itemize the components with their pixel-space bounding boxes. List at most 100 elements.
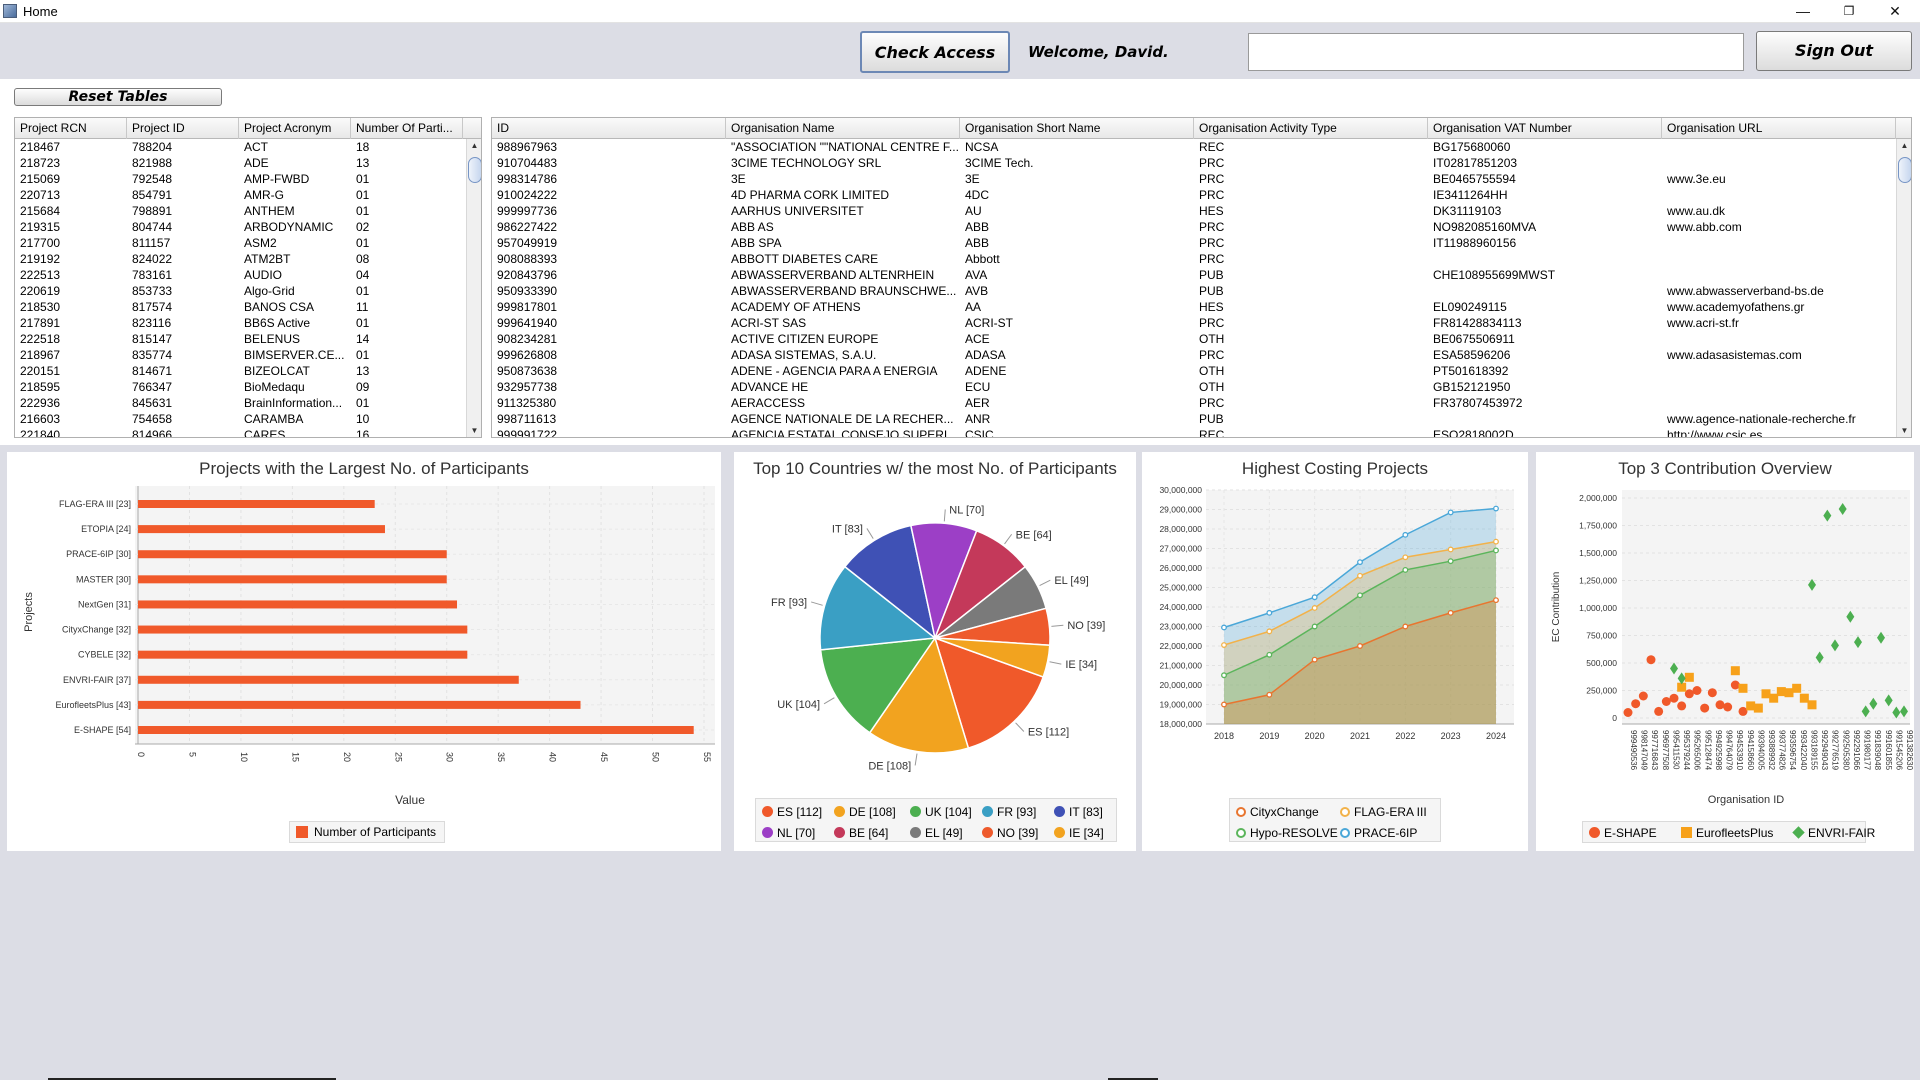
data-point <box>1854 636 1862 649</box>
close-button[interactable]: ✕ <box>1889 3 1901 19</box>
column-header[interactable]: Project ID <box>127 118 239 139</box>
table-cell: ACTIVE CITIZEN EUROPE <box>731 332 879 346</box>
scroll-up-icon[interactable]: ▲ <box>1900 141 1909 150</box>
table-cell: DK31119103 <box>1433 204 1502 218</box>
legend-item: PRACE-6IP <box>1340 826 1417 840</box>
column-header[interactable]: Organisation URL <box>1662 118 1896 139</box>
table-row[interactable]: 217891 823116 BB6S Active 01 <box>15 315 465 331</box>
legend-label: NO [39] <box>997 826 1039 840</box>
data-point <box>1311 594 1318 601</box>
table-row[interactable]: 998314786 3E 3E PRC BE0465755594 www.3e.eu <box>492 171 1895 187</box>
legend-dot-icon <box>910 827 921 838</box>
column-header[interactable]: Project RCN <box>15 118 127 139</box>
scroll-up-icon[interactable]: ▲ <box>470 141 479 150</box>
pie-slice <box>934 637 1051 678</box>
table-cell: 804744 <box>132 220 173 234</box>
table-cell: PRC <box>1199 156 1225 170</box>
table-row[interactable]: 222518 815147 BELENUS 14 <box>15 331 465 347</box>
table-row[interactable]: 988967963 "ASSOCIATION ""NATIONAL CENTRE … <box>492 139 1895 155</box>
table-row[interactable]: 217700 811157 ASM2 01 <box>15 235 465 251</box>
sign-out-button[interactable]: Sign Out <box>1756 31 1912 71</box>
table-row[interactable]: 999641940 ACRI-ST SAS ACRI-ST PRC FR81428834… <box>492 315 1895 331</box>
data-point <box>1684 689 1694 699</box>
table-row[interactable]: 999817801 ACADEMY OF ATHENS AA HES EL0902491… <box>492 299 1895 315</box>
table-row[interactable]: 932957738 ADVANCE HE ECU OTH GB152121950 <box>492 379 1895 395</box>
column-header[interactable]: Organisation VAT Number <box>1428 118 1662 139</box>
table-cell: PRC <box>1199 348 1225 362</box>
legend-label: PRACE-6IP <box>1354 826 1418 840</box>
data-point <box>1266 628 1273 635</box>
table-row[interactable]: 999991722 AGENCIA ESTATAL CONSEJO SUPERI.… <box>492 427 1895 437</box>
table-cell: PRC <box>1199 316 1225 330</box>
table-row[interactable]: 950873638 ADENE - AGENCIA PARA A ENERGIA A… <box>492 363 1895 379</box>
table-cell: 01 <box>356 236 370 250</box>
table-row[interactable]: 920843796 ABWASSERVERBAND ALTENRHEIN AVA PU… <box>492 267 1895 283</box>
minimize-button[interactable]: — <box>1796 3 1810 19</box>
table-row[interactable]: 998711613 AGENCE NATIONALE DE LA RECHER..… <box>492 411 1895 427</box>
table-cell: ACE <box>965 332 990 346</box>
data-point <box>1730 666 1740 676</box>
pie-leader-line <box>1039 579 1051 587</box>
table-row[interactable]: 910704483 3CIME TECHNOLOGY SRL 3CIME Tech.… <box>492 155 1895 171</box>
table-row[interactable]: 219192 824022 ATM2BT 08 <box>15 251 465 267</box>
table-cell: www.3e.eu <box>1667 172 1726 186</box>
table-row[interactable]: 218967 835774 BIMSERVER.CE... 01 <box>15 347 465 363</box>
projects-table-scrollbar[interactable]: ▲ ▼ <box>466 139 481 437</box>
table-row[interactable]: 218723 821988 ADE 13 <box>15 155 465 171</box>
table-cell: PRC <box>1199 252 1225 266</box>
column-header[interactable]: Organisation Activity Type <box>1194 118 1428 139</box>
table-row[interactable]: 216603 754658 CARAMBA 10 <box>15 411 465 427</box>
scatter-chart-title: Top 3 Contribution Overview <box>1618 459 1832 478</box>
column-header[interactable]: Organisation Short Name <box>960 118 1194 139</box>
column-header[interactable]: ID <box>492 118 726 139</box>
table-row[interactable]: 220151 814671 BIZEOLCAT 13 <box>15 363 465 379</box>
pie-leader-line <box>811 601 823 606</box>
table-row[interactable]: 220713 854791 AMR-G 01 <box>15 187 465 203</box>
table-row[interactable]: 908088393 ABBOTT DIABETES CARE Abbott PRC <box>492 251 1895 267</box>
table-row[interactable]: 220619 853733 Algo-Grid 01 <box>15 283 465 299</box>
table-row[interactable]: 218595 766347 BioMedaqu 09 <box>15 379 465 395</box>
table-row[interactable]: 986227422 ABB AS ABB PRC NO982085160MVA www.a… <box>492 219 1895 235</box>
table-row[interactable]: 950933390 ABWASSERVERBAND BRAUNSCHWE... AV… <box>492 283 1895 299</box>
column-header[interactable]: Organisation Name <box>726 118 960 139</box>
table-cell: 999997736 <box>497 204 558 218</box>
top-search-input[interactable] <box>1248 33 1744 71</box>
data-point <box>1402 554 1409 561</box>
table-row[interactable]: 222936 845631 BrainInformation... 01 <box>15 395 465 411</box>
organisations-table[interactable]: ID Organisation Name Organisation Short Na… <box>491 117 1912 438</box>
table-row[interactable]: 908234281 ACTIVE CITIZEN EUROPE ACE OTH BE06… <box>492 331 1895 347</box>
column-header[interactable]: Project Acronym <box>239 118 351 139</box>
organisations-table-body: 988967963 "ASSOCIATION ""NATIONAL CENTRE … <box>492 139 1895 437</box>
table-row[interactable]: 957049919 ABB SPA ABB PRC IT11988960156 <box>492 235 1895 251</box>
table-row[interactable]: 215069 792548 AMP-FWBD 01 <box>15 171 465 187</box>
table-row[interactable]: 218467 788204 ACT 18 <box>15 139 465 155</box>
organisations-table-scrollbar[interactable]: ▲ ▼ <box>1896 139 1911 437</box>
scroll-thumb[interactable] <box>468 157 481 183</box>
column-header[interactable]: Number Of Parti... <box>351 118 463 139</box>
table-row[interactable]: 910024222 4D PHARMA CORK LIMITED 4DC PRC IE3… <box>492 187 1895 203</box>
table-row[interactable]: 911325380 AERACCESS AER PRC FR37807453972 <box>492 395 1895 411</box>
table-row[interactable]: 222513 783161 AUDIO 04 <box>15 267 465 283</box>
y-axis-title: Projects <box>23 592 35 632</box>
check-access-button[interactable]: Check Access <box>860 31 1010 73</box>
table-row[interactable]: 999626808 ADASA SISTEMAS, S.A.U. ADASA PRC E… <box>492 347 1895 363</box>
scroll-down-icon[interactable]: ▼ <box>470 426 479 435</box>
reset-tables-button[interactable]: Reset Tables <box>14 88 222 106</box>
table-cell: 792548 <box>132 172 173 186</box>
data-point <box>1877 631 1885 644</box>
table-row[interactable]: 218530 817574 BANOS CSA 11 <box>15 299 465 315</box>
table-cell: AMR-G <box>244 188 284 202</box>
table-row[interactable]: 221840 814966 CARES 16 <box>15 427 465 437</box>
scroll-thumb[interactable] <box>1898 157 1911 183</box>
table-cell: 10 <box>356 412 370 426</box>
table-row[interactable]: 215684 798891 ANTHEM 01 <box>15 203 465 219</box>
data-point <box>1311 656 1318 663</box>
scroll-down-icon[interactable]: ▼ <box>1900 426 1909 435</box>
table-row[interactable]: 999997736 AARHUS UNIVERSITET AU HES DK311191… <box>492 203 1895 219</box>
restore-button[interactable]: ❐ <box>1843 4 1855 18</box>
projects-table[interactable]: Project RCN Project ID Project Acronym Numb… <box>14 117 482 438</box>
data-point <box>1357 643 1363 649</box>
table-row[interactable]: 219315 804744 ARBODYNAMIC 02 <box>15 219 465 235</box>
data-point <box>1846 610 1855 623</box>
y-axis-title: EC Contribution <box>1551 572 1562 643</box>
